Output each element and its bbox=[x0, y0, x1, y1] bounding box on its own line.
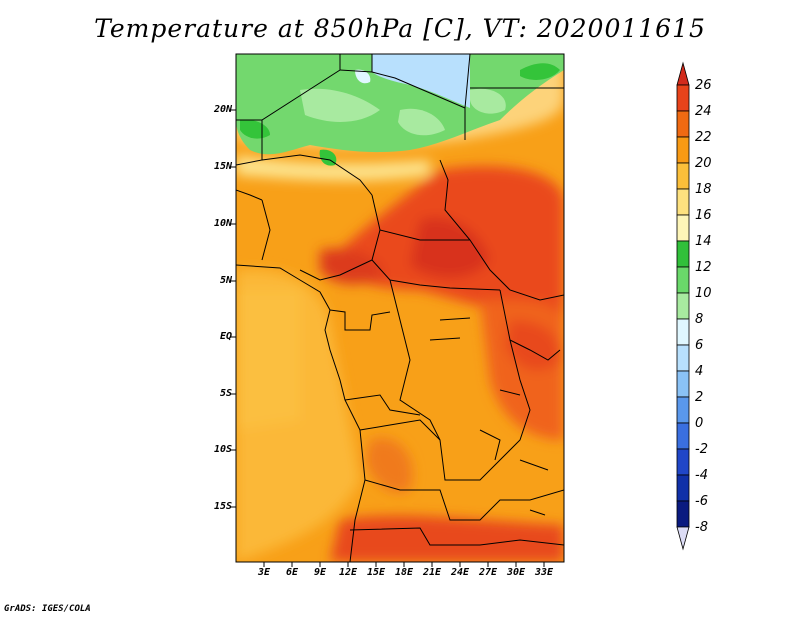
lon-label-24e: 24E bbox=[450, 567, 470, 578]
colorbar-bottom-arrow bbox=[676, 526, 690, 551]
lat-ticks bbox=[231, 109, 236, 508]
colorbar-segment bbox=[676, 448, 690, 476]
colorbar-label: 8 bbox=[695, 312, 704, 327]
colorbar-segment bbox=[676, 214, 690, 242]
colorbar-segment bbox=[676, 292, 690, 320]
colorbar-segment bbox=[676, 188, 690, 216]
colorbar-label: 0 bbox=[695, 416, 704, 431]
colorbar-label: 22 bbox=[695, 130, 712, 145]
lat-label-5s: 5S bbox=[219, 388, 232, 399]
lat-label-20n: 20N bbox=[213, 104, 232, 115]
colorbar-label: -2 bbox=[695, 442, 708, 457]
colorbar-label: 24 bbox=[695, 104, 712, 119]
lat-label-eq: EQ bbox=[219, 331, 232, 342]
colorbar-segment bbox=[676, 84, 690, 112]
lon-label-18e: 18E bbox=[394, 567, 414, 578]
colorbar-label: -6 bbox=[695, 494, 708, 509]
lat-label-10n: 10N bbox=[213, 218, 232, 229]
lon-label-6e: 6E bbox=[285, 567, 299, 578]
lon-label-15e: 15E bbox=[366, 567, 386, 578]
lon-ticks bbox=[263, 562, 545, 567]
colorbar-label: 18 bbox=[695, 182, 712, 197]
colorbar-label: 16 bbox=[695, 208, 712, 223]
colorbar-label: 2 bbox=[695, 390, 704, 405]
colorbar-segment bbox=[676, 162, 690, 190]
colorbar-segment bbox=[676, 396, 690, 424]
colorbar-label: -4 bbox=[695, 468, 708, 483]
lon-label-12e: 12E bbox=[338, 567, 358, 578]
lat-label-10s: 10S bbox=[213, 444, 232, 455]
lon-label-27e: 27E bbox=[478, 567, 498, 578]
colorbar-segment bbox=[676, 422, 690, 450]
temperature-field bbox=[236, 54, 564, 562]
colorbar-top-arrow bbox=[676, 61, 690, 86]
lon-label-33e: 33E bbox=[534, 567, 554, 578]
colorbar-segment bbox=[676, 136, 690, 164]
lon-label-3e: 3E bbox=[257, 567, 271, 578]
colorbar-label: 12 bbox=[695, 260, 712, 275]
colorbar-label: 14 bbox=[695, 234, 712, 249]
credit-text: GrADS: IGES/COLA bbox=[4, 604, 91, 614]
lon-label-9e: 9E bbox=[313, 567, 327, 578]
lon-label-30e: 30E bbox=[506, 567, 526, 578]
map-title: Temperature at 850hPa [C], VT: 202001161… bbox=[94, 14, 706, 43]
lat-label-15s: 15S bbox=[213, 501, 232, 512]
colorbar-segment bbox=[676, 110, 690, 138]
colorbar-label: 6 bbox=[695, 338, 704, 353]
colorbar-segment bbox=[676, 474, 690, 502]
colorbar-segment bbox=[676, 240, 690, 268]
colorbar-segment bbox=[676, 500, 690, 528]
lon-label-21e: 21E bbox=[422, 567, 442, 578]
colorbar-label: -8 bbox=[695, 520, 708, 535]
colorbar-segment bbox=[676, 344, 690, 372]
map-frame bbox=[235, 53, 565, 563]
colorbar-label: 10 bbox=[695, 286, 712, 301]
colorbar-label: 26 bbox=[695, 78, 712, 93]
colorbar-label: 20 bbox=[695, 156, 712, 171]
lat-label-5n: 5N bbox=[219, 275, 232, 286]
colorbar-label: 4 bbox=[695, 364, 704, 379]
lat-label-15n: 15N bbox=[213, 161, 232, 172]
colorbar-segment bbox=[676, 318, 690, 346]
colorbar bbox=[676, 61, 690, 551]
country-borders bbox=[236, 54, 564, 562]
colorbar-segment bbox=[676, 266, 690, 294]
colorbar-segment bbox=[676, 370, 690, 398]
